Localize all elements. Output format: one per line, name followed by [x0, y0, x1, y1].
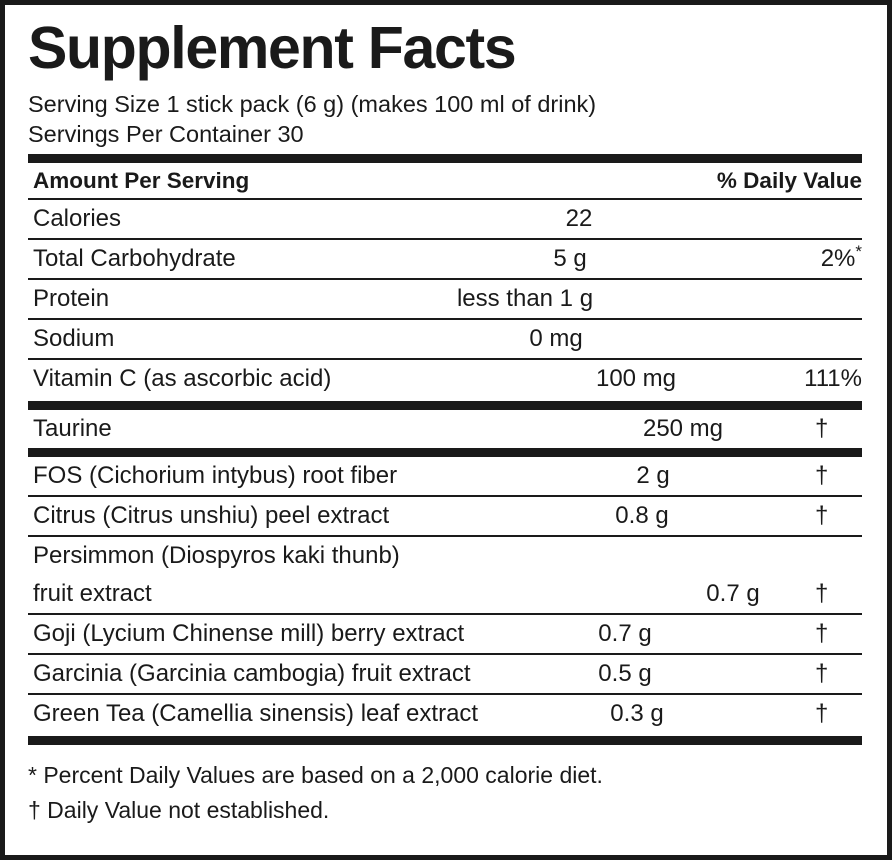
- divider-thick-above-taurine: [28, 401, 862, 410]
- footnote-marker-dagger: †: [815, 502, 829, 529]
- table-row: FOS (Cichorium intybus) root fiber 2 g †: [28, 457, 862, 495]
- table-row: Garcinia (Garcinia cambogia) fruit extra…: [28, 655, 862, 693]
- ingredient-amount: 0.7 g: [598, 620, 652, 647]
- ingredient-amount: 0.5 g: [598, 660, 652, 687]
- row-divider: [28, 693, 862, 695]
- daily-value-text: 2%: [820, 245, 856, 272]
- nutrient-daily-value: 111%: [804, 365, 862, 392]
- ingredient-amount: 0.8 g: [615, 502, 669, 529]
- row-divider: [28, 278, 862, 280]
- ingredient-name: Green Tea (Camellia sinensis) leaf extra…: [33, 700, 479, 727]
- table-row: Vitamin C (as ascorbic acid) 100 mg 111%: [28, 360, 862, 398]
- divider-thick-bottom: [28, 736, 862, 745]
- table-row-persimmon: Persimmon (Diospyros kaki thunb) fruit e…: [28, 537, 862, 613]
- row-divider: [28, 653, 862, 655]
- row-divider: [28, 613, 862, 615]
- table-row: Citrus (Citrus unshiu) peel extract 0.8 …: [28, 497, 862, 535]
- ingredient-name: FOS (Cichorium intybus) root fiber: [33, 462, 398, 489]
- nutrient-amount: 5 g: [553, 245, 587, 272]
- ingredient-name: Citrus (Citrus unshiu) peel extract: [33, 502, 390, 529]
- footnotes: * Percent Daily Values are based on a 2,…: [28, 758, 862, 828]
- row-divider: [28, 495, 862, 497]
- ingredient-name: Goji (Lycium Chinense mill) berry extrac…: [33, 620, 465, 647]
- footnote-marker-dagger: †: [815, 660, 829, 687]
- row-divider: [28, 318, 862, 320]
- nutrient-amount: 22: [565, 205, 593, 232]
- footnote-daily-value-not-established: † Daily Value not established.: [28, 797, 330, 823]
- nutrient-name: Taurine: [33, 415, 112, 442]
- footnote-percent-daily-value: * Percent Daily Values are based on a 2,…: [28, 762, 603, 788]
- footnote-marker-asterisk: *: [855, 242, 862, 261]
- footnote-marker-dagger: †: [815, 415, 829, 442]
- page-title: Supplement Facts: [28, 15, 517, 81]
- row-divider: [28, 358, 862, 360]
- ingredient-name: Persimmon (Diospyros kaki thunb): [33, 542, 400, 569]
- table-row: Calories 22: [28, 200, 862, 238]
- row-divider: [28, 238, 862, 240]
- nutrient-name: Vitamin C (as ascorbic acid): [33, 365, 332, 392]
- serving-size-text: Serving Size 1 stick pack (6 g) (makes 1…: [28, 91, 597, 117]
- nutrient-name: Protein: [33, 285, 110, 312]
- nutrient-name: Calories: [33, 205, 122, 232]
- nutrient-name: Total Carbohydrate: [33, 245, 236, 272]
- row-divider: [28, 535, 862, 537]
- table-header-row: Amount Per Serving % Daily Value: [28, 163, 862, 198]
- ingredient-amount: 0.7 g: [706, 580, 760, 607]
- table-row-taurine: Taurine 250 mg †: [28, 410, 862, 448]
- divider-thick-top: [28, 154, 862, 163]
- daily-value-header: % Daily Value: [716, 167, 862, 193]
- ingredient-amount: 0.3 g: [610, 700, 664, 727]
- nutrient-amount: 100 mg: [595, 365, 677, 392]
- ingredient-name-line-2: fruit extract: [33, 580, 152, 607]
- nutrient-amount: 250 mg: [642, 415, 724, 442]
- divider-under-header: [28, 198, 862, 200]
- footnote-marker-dagger: †: [815, 620, 829, 647]
- footnote-marker-dagger: †: [815, 462, 829, 489]
- amount-per-serving-header: Amount Per Serving: [33, 167, 250, 193]
- ingredient-name: Garcinia (Garcinia cambogia) fruit extra…: [33, 660, 471, 687]
- nutrient-amount: less than 1 g: [456, 285, 594, 312]
- servings-per-container-text: Servings Per Container 30: [28, 121, 304, 147]
- nutrient-daily-value: 2%*: [820, 242, 862, 273]
- table-row: Goji (Lycium Chinense mill) berry extrac…: [28, 615, 862, 653]
- nutrient-amount: 0 mg: [529, 325, 583, 352]
- ingredient-amount: 2 g: [636, 462, 670, 489]
- footnote-marker-dagger: †: [815, 580, 829, 607]
- table-row: Total Carbohydrate 5 g 2%*: [28, 240, 862, 278]
- footnote-marker-dagger: †: [815, 700, 829, 727]
- table-row: Green Tea (Camellia sinensis) leaf extra…: [28, 695, 862, 733]
- nutrient-name: Sodium: [33, 325, 115, 352]
- table-row: Protein less than 1 g: [28, 280, 862, 318]
- serving-info: Serving Size 1 stick pack (6 g) (makes 1…: [28, 89, 862, 149]
- divider-thick-below-taurine: [28, 448, 862, 457]
- table-row: Sodium 0 mg: [28, 320, 862, 358]
